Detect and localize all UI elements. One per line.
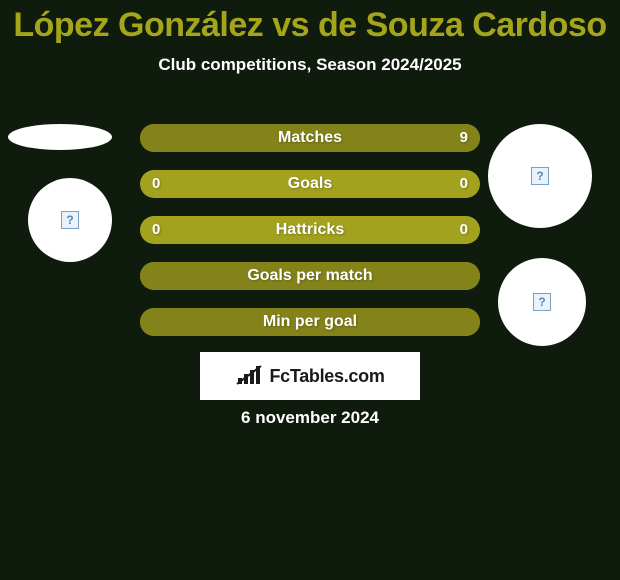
stat-value-right: 0	[460, 216, 468, 244]
stat-row: 0 0 Goals	[140, 170, 480, 198]
comparison-card: López González vs de Souza Cardoso Club …	[0, 0, 620, 580]
logo-bars-icon	[235, 362, 263, 391]
stat-label: Hattricks	[276, 221, 344, 239]
player-avatar-3: ?	[498, 258, 586, 346]
date-text: 6 november 2024	[0, 408, 620, 428]
placeholder-icon: ?	[531, 167, 549, 185]
stat-label: Matches	[278, 129, 342, 147]
page-title: López González vs de Souza Cardoso	[0, 0, 620, 45]
stat-label: Goals per match	[247, 267, 372, 285]
stat-label: Min per goal	[263, 313, 357, 331]
logo-box: FcTables.com	[200, 352, 420, 400]
logo-text: FcTables.com	[269, 366, 384, 387]
stat-row: 0 0 Hattricks	[140, 216, 480, 244]
placeholder-icon: ?	[61, 211, 79, 229]
page-subtitle: Club competitions, Season 2024/2025	[0, 55, 620, 75]
stat-value-right: 0	[460, 170, 468, 198]
stats-container: 9 Matches 0 0 Goals 0 0 Hattricks Goals per matc…	[140, 124, 480, 354]
stat-value-right: 9	[460, 124, 468, 152]
stat-row: Min per goal	[140, 308, 480, 336]
player-avatar-2: ?	[488, 124, 592, 228]
placeholder-icon: ?	[533, 293, 551, 311]
stat-label: Goals	[288, 175, 332, 193]
stat-row: 9 Matches	[140, 124, 480, 152]
decorative-ellipse	[8, 124, 112, 150]
stat-row: Goals per match	[140, 262, 480, 290]
stat-value-left: 0	[152, 216, 160, 244]
player-avatar-1: ?	[28, 178, 112, 262]
stat-value-left: 0	[152, 170, 160, 198]
